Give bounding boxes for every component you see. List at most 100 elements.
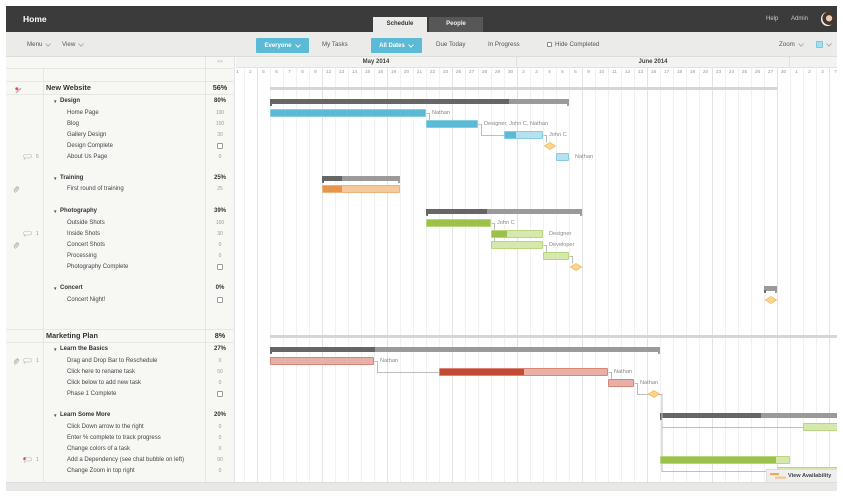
- task-name[interactable]: Gallery Design: [67, 131, 107, 138]
- task-bar[interactable]: [504, 131, 543, 139]
- task-name[interactable]: First round of training: [67, 185, 124, 192]
- comment-icon[interactable]: [23, 153, 32, 160]
- dependency-line[interactable]: [426, 113, 430, 121]
- task-bar[interactable]: [491, 230, 543, 238]
- group-summary-bar[interactable]: [660, 412, 837, 420]
- task-name[interactable]: Home Page: [67, 109, 99, 116]
- horizontal-scrollbar[interactable]: [6, 482, 837, 491]
- task-bar[interactable]: [322, 185, 400, 193]
- my-tasks-filter[interactable]: My Tasks: [322, 32, 348, 57]
- task-name[interactable]: Marketing Plan: [46, 331, 98, 340]
- menu-dropdown[interactable]: Menu: [27, 32, 52, 57]
- comment-icon[interactable]: [23, 230, 32, 237]
- milestone-diamond-icon[interactable]: [764, 296, 777, 304]
- task-row-phase-1-complete[interactable]: Phase 1 Complete: [6, 389, 235, 400]
- task-name[interactable]: Photography: [60, 207, 97, 214]
- milestone-complete-checkbox[interactable]: [217, 143, 223, 149]
- everyone-filter-button[interactable]: Everyone: [256, 38, 309, 53]
- comment-alert-icon[interactable]: [23, 456, 32, 463]
- task-name[interactable]: About Us Page: [67, 153, 108, 160]
- task-row-gallery-design[interactable]: Gallery Design 30: [6, 130, 235, 141]
- dependency-line[interactable]: [543, 135, 547, 143]
- dependency-line[interactable]: [569, 256, 573, 264]
- task-name[interactable]: Outside Shots: [67, 219, 105, 226]
- percent-complete[interactable]: 80%: [213, 97, 226, 104]
- group-summary-bar[interactable]: [764, 285, 777, 293]
- task-bar[interactable]: [543, 252, 569, 260]
- task-row-enter-percent[interactable]: Enter % complete to track progress 0: [6, 433, 235, 444]
- percent-complete[interactable]: 0: [218, 423, 222, 430]
- task-row-change-zoom[interactable]: Change Zoom in top right 0: [6, 466, 235, 477]
- task-name[interactable]: Phase 1 Complete: [67, 390, 117, 397]
- paperclip-icon[interactable]: [13, 241, 19, 249]
- task-row-change-colors[interactable]: Change colors of a task 0: [6, 444, 235, 455]
- percent-complete[interactable]: 8%: [214, 331, 226, 340]
- task-row-inside-shots[interactable]: 1 Inside Shots 30: [6, 229, 235, 240]
- percent-complete[interactable]: 20%: [213, 411, 226, 418]
- task-row-learn-some-more[interactable]: ▼ Learn Some More 20%: [6, 410, 235, 421]
- task-name[interactable]: Photography Complete: [67, 263, 129, 270]
- task-name[interactable]: Concert: [60, 284, 83, 291]
- page-title[interactable]: Home: [23, 14, 47, 24]
- task-bar[interactable]: [660, 456, 790, 464]
- task-bar[interactable]: [426, 120, 478, 128]
- milestone-complete-checkbox[interactable]: [217, 391, 223, 397]
- task-row-marketing-plan[interactable]: Marketing Plan 8%: [6, 329, 235, 343]
- dependency-line[interactable]: [478, 124, 505, 136]
- task-bar[interactable]: [270, 109, 426, 117]
- dependency-line[interactable]: [374, 361, 440, 373]
- hide-completed-toggle[interactable]: Hide Completed: [547, 32, 599, 57]
- dependency-line[interactable]: [659, 394, 804, 428]
- percent-complete[interactable]: 0: [218, 241, 222, 248]
- task-row-concert[interactable]: ▼ Concert 0%: [6, 283, 235, 294]
- percent-complete[interactable]: 0: [218, 467, 222, 474]
- task-name[interactable]: Concert Night!: [67, 296, 106, 303]
- view-availability-button[interactable]: View Availability: [766, 469, 837, 482]
- task-name[interactable]: Design: [60, 97, 81, 104]
- percent-complete[interactable]: 0: [218, 153, 222, 160]
- task-row-processing[interactable]: Processing 0: [6, 251, 235, 262]
- percent-complete[interactable]: 100: [215, 120, 225, 127]
- task-name[interactable]: Drag and Drop Bar to Reschedule: [67, 357, 158, 364]
- expand-caret-icon[interactable]: ▼: [53, 98, 58, 104]
- all-dates-filter-button[interactable]: All Dates: [371, 38, 422, 53]
- dependency-line[interactable]: [659, 394, 778, 472]
- task-name[interactable]: Enter % complete to track progress: [67, 434, 161, 441]
- task-name[interactable]: Training: [60, 174, 84, 181]
- percent-complete[interactable]: 0: [218, 357, 222, 364]
- tab-people[interactable]: People: [429, 17, 483, 32]
- task-row-design[interactable]: ▼ Design 80%: [6, 96, 235, 107]
- percent-complete[interactable]: 0: [218, 434, 222, 441]
- task-row-rename-task[interactable]: Click here to rename task 50: [6, 367, 235, 378]
- task-name[interactable]: Inside Shots: [67, 230, 101, 237]
- percent-complete[interactable]: 56%: [212, 83, 228, 92]
- percent-complete[interactable]: 0: [218, 379, 222, 386]
- pin-icon[interactable]: [14, 86, 23, 94]
- view-dropdown[interactable]: View: [62, 32, 85, 57]
- percent-complete[interactable]: 25%: [213, 174, 226, 181]
- percent-complete[interactable]: 100: [215, 219, 225, 226]
- comment-icon[interactable]: [23, 357, 32, 364]
- percent-complete[interactable]: 27%: [213, 345, 226, 352]
- task-name[interactable]: Learn Some More: [60, 411, 111, 418]
- task-bar[interactable]: [426, 219, 491, 227]
- help-link[interactable]: Help: [766, 16, 779, 22]
- task-row-photography[interactable]: ▼ Photography 39%: [6, 206, 235, 217]
- expand-caret-icon[interactable]: ▼: [53, 285, 58, 291]
- percent-complete[interactable]: 100: [215, 109, 225, 116]
- task-row-new-website[interactable]: New Website 56%: [6, 81, 235, 95]
- group-summary-bar[interactable]: [426, 208, 582, 216]
- task-row-blog[interactable]: Blog 100: [6, 119, 235, 130]
- task-name[interactable]: Concert Shots: [67, 241, 106, 248]
- task-row-training[interactable]: ▼ Training 25%: [6, 173, 235, 184]
- percent-complete[interactable]: 30: [217, 131, 223, 138]
- task-row-outside-shots[interactable]: Outside Shots 100: [6, 218, 235, 229]
- hide-completed-checkbox[interactable]: [547, 42, 552, 47]
- task-name[interactable]: Processing: [67, 252, 97, 259]
- expand-caret-icon[interactable]: ▼: [53, 208, 58, 214]
- admin-link[interactable]: Admin: [791, 16, 809, 22]
- task-name[interactable]: New Website: [46, 83, 91, 92]
- group-summary-bar[interactable]: [322, 175, 400, 183]
- task-name[interactable]: Change Zoom in top right: [67, 467, 135, 474]
- task-bar[interactable]: [270, 357, 374, 365]
